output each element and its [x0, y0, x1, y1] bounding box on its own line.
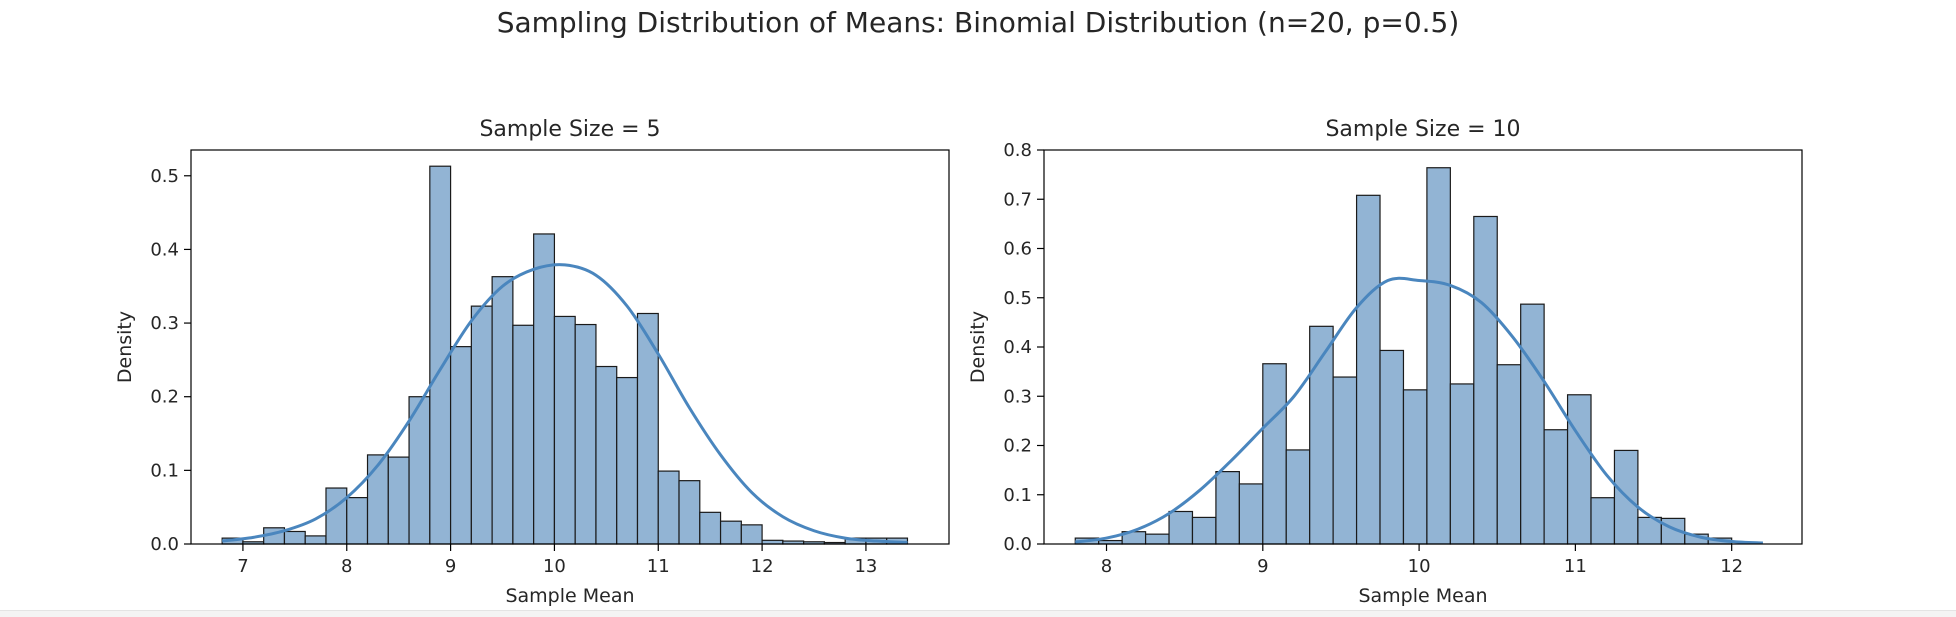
histogram-bar — [1355, 194, 1381, 545]
kde-curve — [221, 263, 908, 545]
histogram-bar — [1262, 363, 1287, 545]
y-tick-label: 0.4 — [1003, 337, 1032, 358]
histogram-bar — [470, 305, 493, 545]
figure-suptitle: Sampling Distribution of Means: Binomial… — [497, 6, 1460, 39]
histogram-bar — [1144, 533, 1170, 545]
y-tick-label: 0.1 — [150, 460, 179, 481]
histogram-bar — [304, 535, 327, 545]
y-tick-label: 0.5 — [1003, 288, 1032, 309]
histogram-bar — [346, 497, 369, 545]
histogram-bar — [1473, 215, 1498, 545]
y-axis-ticks: 0.0 0.1 0.2 0.3 0.4 0.5 — [150, 166, 191, 555]
histogram-bar — [325, 487, 348, 545]
subplot-title: Sample Size = 10 — [1325, 117, 1520, 142]
x-tick-label: 8 — [1101, 556, 1112, 577]
histogram-bars — [1074, 167, 1733, 545]
histogram-bar — [1449, 383, 1475, 545]
chart-panel-2: 8 9 10 11 12 0.0 0.1 0.2 0.3 0.4 0.5 0.6 0.7 0.8 Sampl… — [967, 117, 1803, 607]
histogram-bar — [1168, 510, 1194, 545]
plot-frame — [190, 149, 950, 545]
y-tick-label: 0.3 — [1003, 386, 1032, 407]
x-tick-label: 13 — [854, 556, 877, 577]
histogram-bar — [574, 323, 597, 545]
y-tick-label: 0.0 — [150, 534, 179, 555]
x-tick-label: 8 — [341, 556, 352, 577]
histogram-bar — [449, 346, 472, 545]
histogram-bar — [1332, 376, 1358, 545]
histogram-bar — [657, 470, 680, 545]
histogram-bar — [533, 233, 556, 545]
histogram-bar — [366, 454, 389, 545]
y-tick-label: 0.5 — [150, 166, 179, 187]
histogram-bar — [1426, 167, 1451, 545]
histogram-bar — [491, 276, 514, 545]
histogram-bar — [740, 524, 763, 545]
x-axis-ticks: 8 9 10 11 12 — [1101, 544, 1743, 577]
y-axis-label: Density — [114, 311, 136, 383]
histogram-bars — [221, 165, 909, 545]
x-axis-label: Sample Mean — [505, 585, 634, 607]
histogram-bar — [1191, 516, 1217, 545]
histogram-bar — [1590, 497, 1616, 545]
x-tick-label: 10 — [1408, 556, 1431, 577]
histogram-bar — [1543, 429, 1569, 545]
histogram-bar — [678, 480, 701, 545]
x-tick-label: 11 — [1564, 556, 1587, 577]
subplot-title: Sample Size = 5 — [479, 117, 660, 142]
x-tick-label: 7 — [237, 556, 248, 577]
y-tick-label: 0.6 — [1003, 239, 1032, 260]
histogram-bar — [1215, 471, 1240, 545]
histogram-bar — [512, 324, 535, 545]
histogram-bar — [1379, 349, 1405, 545]
y-tick-label: 0.2 — [150, 387, 179, 408]
x-tick-label: 10 — [543, 556, 566, 577]
histogram-bar — [616, 376, 639, 545]
histogram-bar — [283, 530, 306, 545]
y-tick-label: 0.3 — [150, 313, 179, 334]
y-tick-label: 0.1 — [1003, 485, 1032, 506]
histogram-bar — [1520, 303, 1545, 545]
y-axis-ticks: 0.0 0.1 0.2 0.3 0.4 0.5 0.6 0.7 0.8 — [1003, 140, 1044, 555]
histogram-bar — [1285, 449, 1311, 545]
y-tick-label: 0.2 — [1003, 436, 1032, 457]
histogram-bar — [1496, 364, 1522, 545]
chart-panel-1: 7 8 9 10 11 12 13 0.0 0.1 0.2 0.3 0.4 0.5 Sample Size… — [114, 117, 950, 607]
histogram-bar — [387, 456, 410, 545]
x-tick-label: 12 — [1720, 556, 1743, 577]
histogram-bar — [1566, 394, 1592, 545]
histogram-bar — [719, 520, 742, 545]
histogram-bar — [553, 315, 576, 545]
bottom-strip — [0, 610, 1956, 617]
histogram-bar — [1238, 483, 1264, 545]
x-tick-label: 9 — [1257, 556, 1268, 577]
y-tick-label: 0.8 — [1003, 140, 1032, 161]
histogram-bar — [1402, 389, 1428, 545]
x-axis-ticks: 7 8 9 10 11 12 13 — [237, 544, 877, 577]
x-tick-label: 12 — [751, 556, 774, 577]
y-tick-label: 0.7 — [1003, 189, 1032, 210]
y-tick-label: 0.0 — [1003, 534, 1032, 555]
x-tick-label: 11 — [647, 556, 670, 577]
y-axis-label: Density — [967, 311, 989, 383]
x-axis-label: Sample Mean — [1358, 585, 1487, 607]
kde-curve — [1075, 276, 1764, 545]
y-tick-label: 0.4 — [150, 239, 179, 260]
histogram-bar — [595, 365, 618, 545]
histogram-bar — [699, 511, 722, 545]
x-tick-label: 9 — [445, 556, 456, 577]
